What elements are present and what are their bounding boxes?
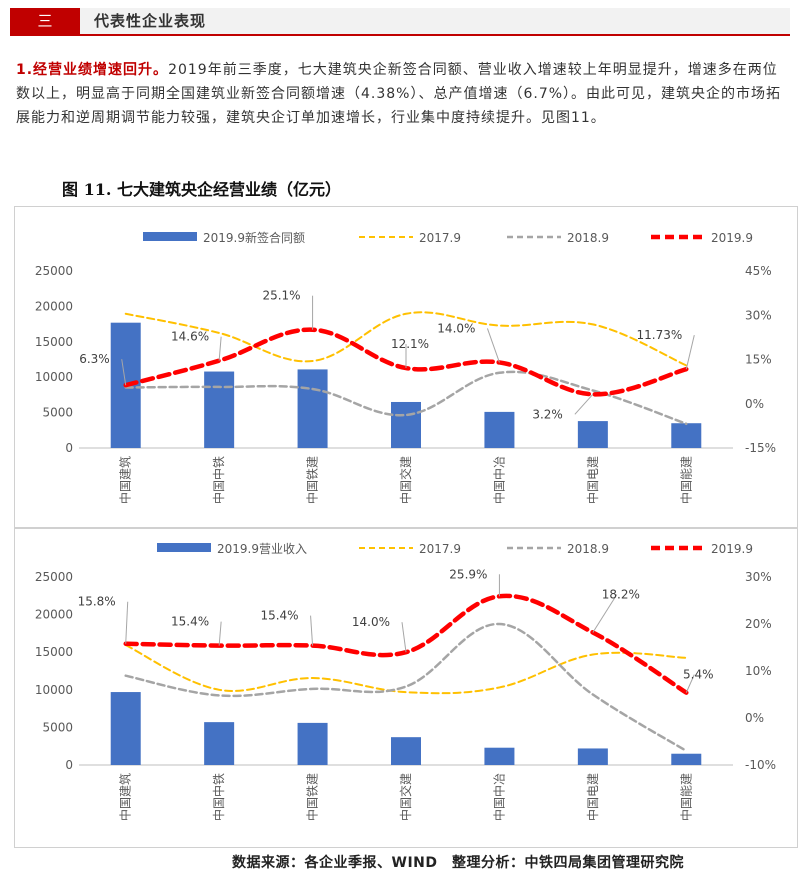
y-right-tick: 0%: [745, 711, 764, 725]
x-tick-label: 中国建筑: [118, 456, 133, 504]
data-label-leader: [310, 615, 314, 646]
x-tick-label: 中国中铁: [211, 456, 226, 504]
data-label-leader: [685, 674, 695, 693]
x-tick-label: 中国能建: [678, 456, 693, 504]
y-left-tick: 15000: [35, 335, 73, 349]
bar-中国中冶: [484, 747, 515, 765]
bar-中国铁建: [297, 722, 328, 765]
bar-中国电建: [577, 748, 608, 765]
y-left-tick: 5000: [42, 720, 73, 734]
x-tick-label: 中国中铁: [211, 773, 226, 821]
data-label-leader: [125, 601, 129, 644]
body-paragraph: 1.经营业绩增速回升。2019年前三季度，七大建筑央企新签合同额、营业收入增速较…: [16, 58, 788, 130]
y-right-tick: 30%: [745, 570, 772, 584]
legend-label-bars: 2019.9新签合同额: [203, 230, 305, 245]
bar-中国能建: [671, 423, 702, 448]
chart-new-contracts: 2019.9新签合同额 2017.9 2018.9 2019.9 0 5000 10000 1…: [14, 206, 798, 528]
data-label-2019: 15.4%: [260, 609, 298, 623]
data-label-2019: 15.4%: [171, 615, 209, 629]
data-label-2019: 3.2%: [532, 407, 563, 421]
x-tick-label: 中国中冶: [491, 456, 506, 504]
legend-swatch-bars: [157, 543, 211, 552]
y-left-tick: 20000: [35, 299, 73, 313]
y-left-tick: 20000: [35, 608, 73, 622]
data-label-leader: [592, 594, 618, 633]
data-label-leader: [401, 622, 407, 653]
data-label-leader: [218, 621, 222, 646]
data-label-leader: [218, 336, 222, 361]
x-tick-label: 中国能建: [678, 773, 693, 821]
legend-label-2017.9: 2017.9: [419, 542, 461, 556]
data-source-note: 数据来源：各企业季报、WIND 整理分析：中铁四局集团管理研究院: [232, 855, 684, 871]
paragraph-body: 2019年前三季度，七大建筑央企新签合同额、营业收入增速较上年明显提升，增速多在…: [16, 62, 782, 126]
bar-中国电建: [577, 421, 608, 448]
legend-label-2018.9: 2018.9: [567, 231, 609, 245]
y-right-tick: 15%: [745, 353, 772, 367]
x-tick-label: 中国铁建: [305, 456, 320, 504]
chart-revenue-svg: 2019.9营业收入 2017.9 2018.9 2019.9 0 5000 10000 15…: [35, 542, 776, 821]
data-label-2019: 14.0%: [437, 321, 475, 335]
y-left-tick: 0: [65, 758, 73, 772]
bar-中国中铁: [204, 722, 235, 765]
data-label-2019: 12.1%: [391, 337, 429, 351]
data-label-2019: 11.73%: [637, 328, 683, 342]
data-label-2019: 15.8%: [78, 595, 116, 609]
legend-label-2017.9: 2017.9: [419, 231, 461, 245]
bar-中国交建: [391, 737, 421, 765]
data-label-2019: 14.6%: [171, 330, 209, 344]
data-label-2019: 25.1%: [262, 289, 300, 303]
y-left-tick: 25000: [35, 264, 73, 278]
series-line-2019.9: [123, 593, 689, 695]
x-tick-label: 中国电建: [585, 773, 600, 821]
data-label-leader: [685, 335, 695, 370]
x-tick-label: 中国电建: [585, 456, 600, 504]
y-right-tick: 45%: [745, 264, 772, 278]
bar-中国交建: [391, 401, 421, 448]
y-left-tick: 10000: [35, 370, 73, 384]
y-right-tick: 20%: [745, 617, 772, 631]
x-tick-label: 中国铁建: [305, 773, 320, 821]
data-label-2019: 18.2%: [602, 587, 640, 601]
bar-中国建筑: [110, 692, 141, 765]
y-left-tick: 5000: [42, 406, 73, 420]
legend-label-2019.9: 2019.9: [711, 231, 753, 245]
x-tick-label: 中国建筑: [118, 773, 133, 821]
bar-中国铁建: [297, 369, 328, 448]
chart-new-contracts-svg: 2019.9新签合同额 2017.9 2018.9 2019.9 0 5000 10000 1…: [35, 230, 776, 504]
y-right-tick: -10%: [745, 758, 776, 772]
x-tick-label: 中国中冶: [491, 773, 506, 821]
paragraph-lead: 1.经营业绩增速回升。: [16, 62, 169, 78]
x-tick-label: 中国交建: [398, 773, 413, 821]
figure-title: 图 11. 七大建筑央企经营业绩（亿元）: [62, 180, 341, 199]
y-left-tick: 0: [65, 441, 73, 455]
y-right-tick: -15%: [745, 441, 776, 455]
legend-swatch-bars: [143, 232, 197, 241]
bar-中国能建: [671, 753, 702, 765]
legend-label-bars: 2019.9营业收入: [217, 542, 307, 556]
bar-中国中冶: [484, 411, 515, 448]
y-right-tick: 0%: [745, 397, 764, 411]
section-header: 三 代表性企业表现: [10, 8, 790, 36]
data-label-2019: 25.9%: [449, 567, 487, 581]
legend-label-2018.9: 2018.9: [567, 542, 609, 556]
section-title: 代表性企业表现: [94, 12, 207, 30]
data-label-leader: [121, 359, 127, 386]
y-right-tick: 30%: [745, 308, 772, 322]
x-tick-label: 中国交建: [398, 456, 413, 504]
legend-label-2019.9: 2019.9: [711, 542, 753, 556]
data-label-2019: 14.0%: [352, 615, 390, 629]
y-right-tick: 10%: [745, 664, 772, 678]
data-label-2019: 5.4%: [683, 668, 714, 682]
data-label-leader: [486, 328, 500, 363]
data-label-2019: 6.3%: [79, 352, 110, 366]
chart-revenue: 2019.9营业收入 2017.9 2018.9 2019.9 0 5000 10000 15…: [14, 528, 798, 848]
y-left-tick: 25000: [35, 570, 73, 584]
data-label-leader: [574, 393, 594, 415]
bar-中国中铁: [204, 371, 235, 448]
y-left-tick: 15000: [35, 645, 73, 659]
y-left-tick: 10000: [35, 683, 73, 697]
section-number: 三: [10, 8, 80, 34]
